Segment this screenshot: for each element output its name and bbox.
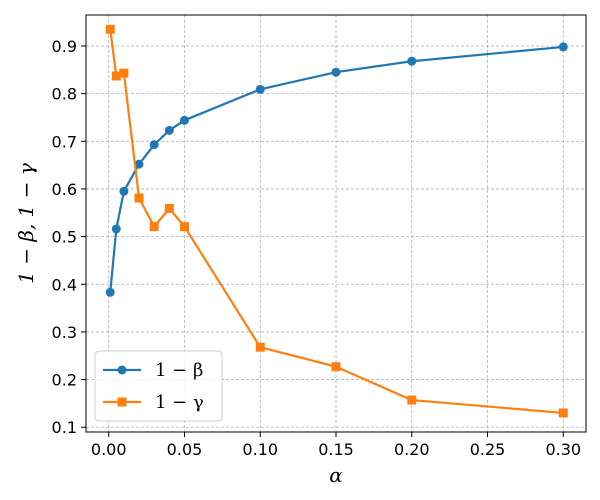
x-tick-label: 0.15 (318, 440, 354, 459)
x-tick-label: 0.25 (470, 440, 506, 459)
legend-box (94, 350, 223, 422)
data-point (558, 408, 568, 418)
x-axis-label: α (329, 463, 343, 487)
data-point (119, 186, 129, 196)
series-1 (105, 42, 568, 297)
y-tick-label: 0.6 (52, 180, 77, 199)
data-point (105, 287, 115, 297)
series-2 (105, 24, 568, 418)
x-tick-label: 0.05 (167, 440, 203, 459)
data-point (558, 42, 568, 52)
data-point (179, 115, 189, 125)
y-tick-label: 0.7 (52, 132, 77, 151)
legend-label-series-2: 1 − γ (155, 392, 204, 413)
data-point (149, 140, 159, 150)
series-layer (105, 24, 568, 418)
y-axis-label: 1 − β, 1 − γ (14, 163, 38, 284)
data-point (111, 71, 121, 81)
y-tick-label: 0.2 (52, 371, 77, 390)
data-point (255, 342, 265, 352)
data-point (119, 68, 129, 78)
data-point (407, 56, 417, 66)
y-tick-label: 0.1 (52, 418, 77, 437)
data-point (255, 84, 265, 94)
data-point (164, 125, 174, 135)
data-point (105, 24, 115, 34)
x-tick-label: 0.30 (545, 440, 581, 459)
y-tick-label: 0.5 (52, 228, 77, 247)
x-tick-label: 0.00 (91, 440, 127, 459)
legend-label-series-1: 1 − β (155, 360, 203, 381)
data-point (164, 203, 174, 213)
data-point (134, 193, 144, 203)
x-tick-label: 0.20 (394, 440, 430, 459)
legend-marker-series-1 (117, 365, 127, 375)
y-tick-label: 0.4 (52, 275, 77, 294)
y-tick-label: 0.3 (52, 323, 77, 342)
data-point (149, 222, 159, 232)
legend-marker-series-2 (117, 397, 127, 407)
data-point (134, 159, 144, 169)
axis-ticks: 0.00 0.05 0.10 0.15 0.20 0.25 0.30 0.1 0.2 0.3 0.4… (52, 37, 582, 459)
data-point (111, 224, 121, 234)
legend: 1 − β 1 − γ (94, 350, 223, 422)
data-point (179, 222, 189, 232)
data-point (331, 362, 341, 372)
x-tick-label: 0.10 (242, 440, 278, 459)
data-point (407, 395, 417, 405)
y-tick-label: 0.8 (52, 85, 77, 104)
data-point (331, 67, 341, 77)
y-tick-label: 0.9 (52, 37, 77, 56)
